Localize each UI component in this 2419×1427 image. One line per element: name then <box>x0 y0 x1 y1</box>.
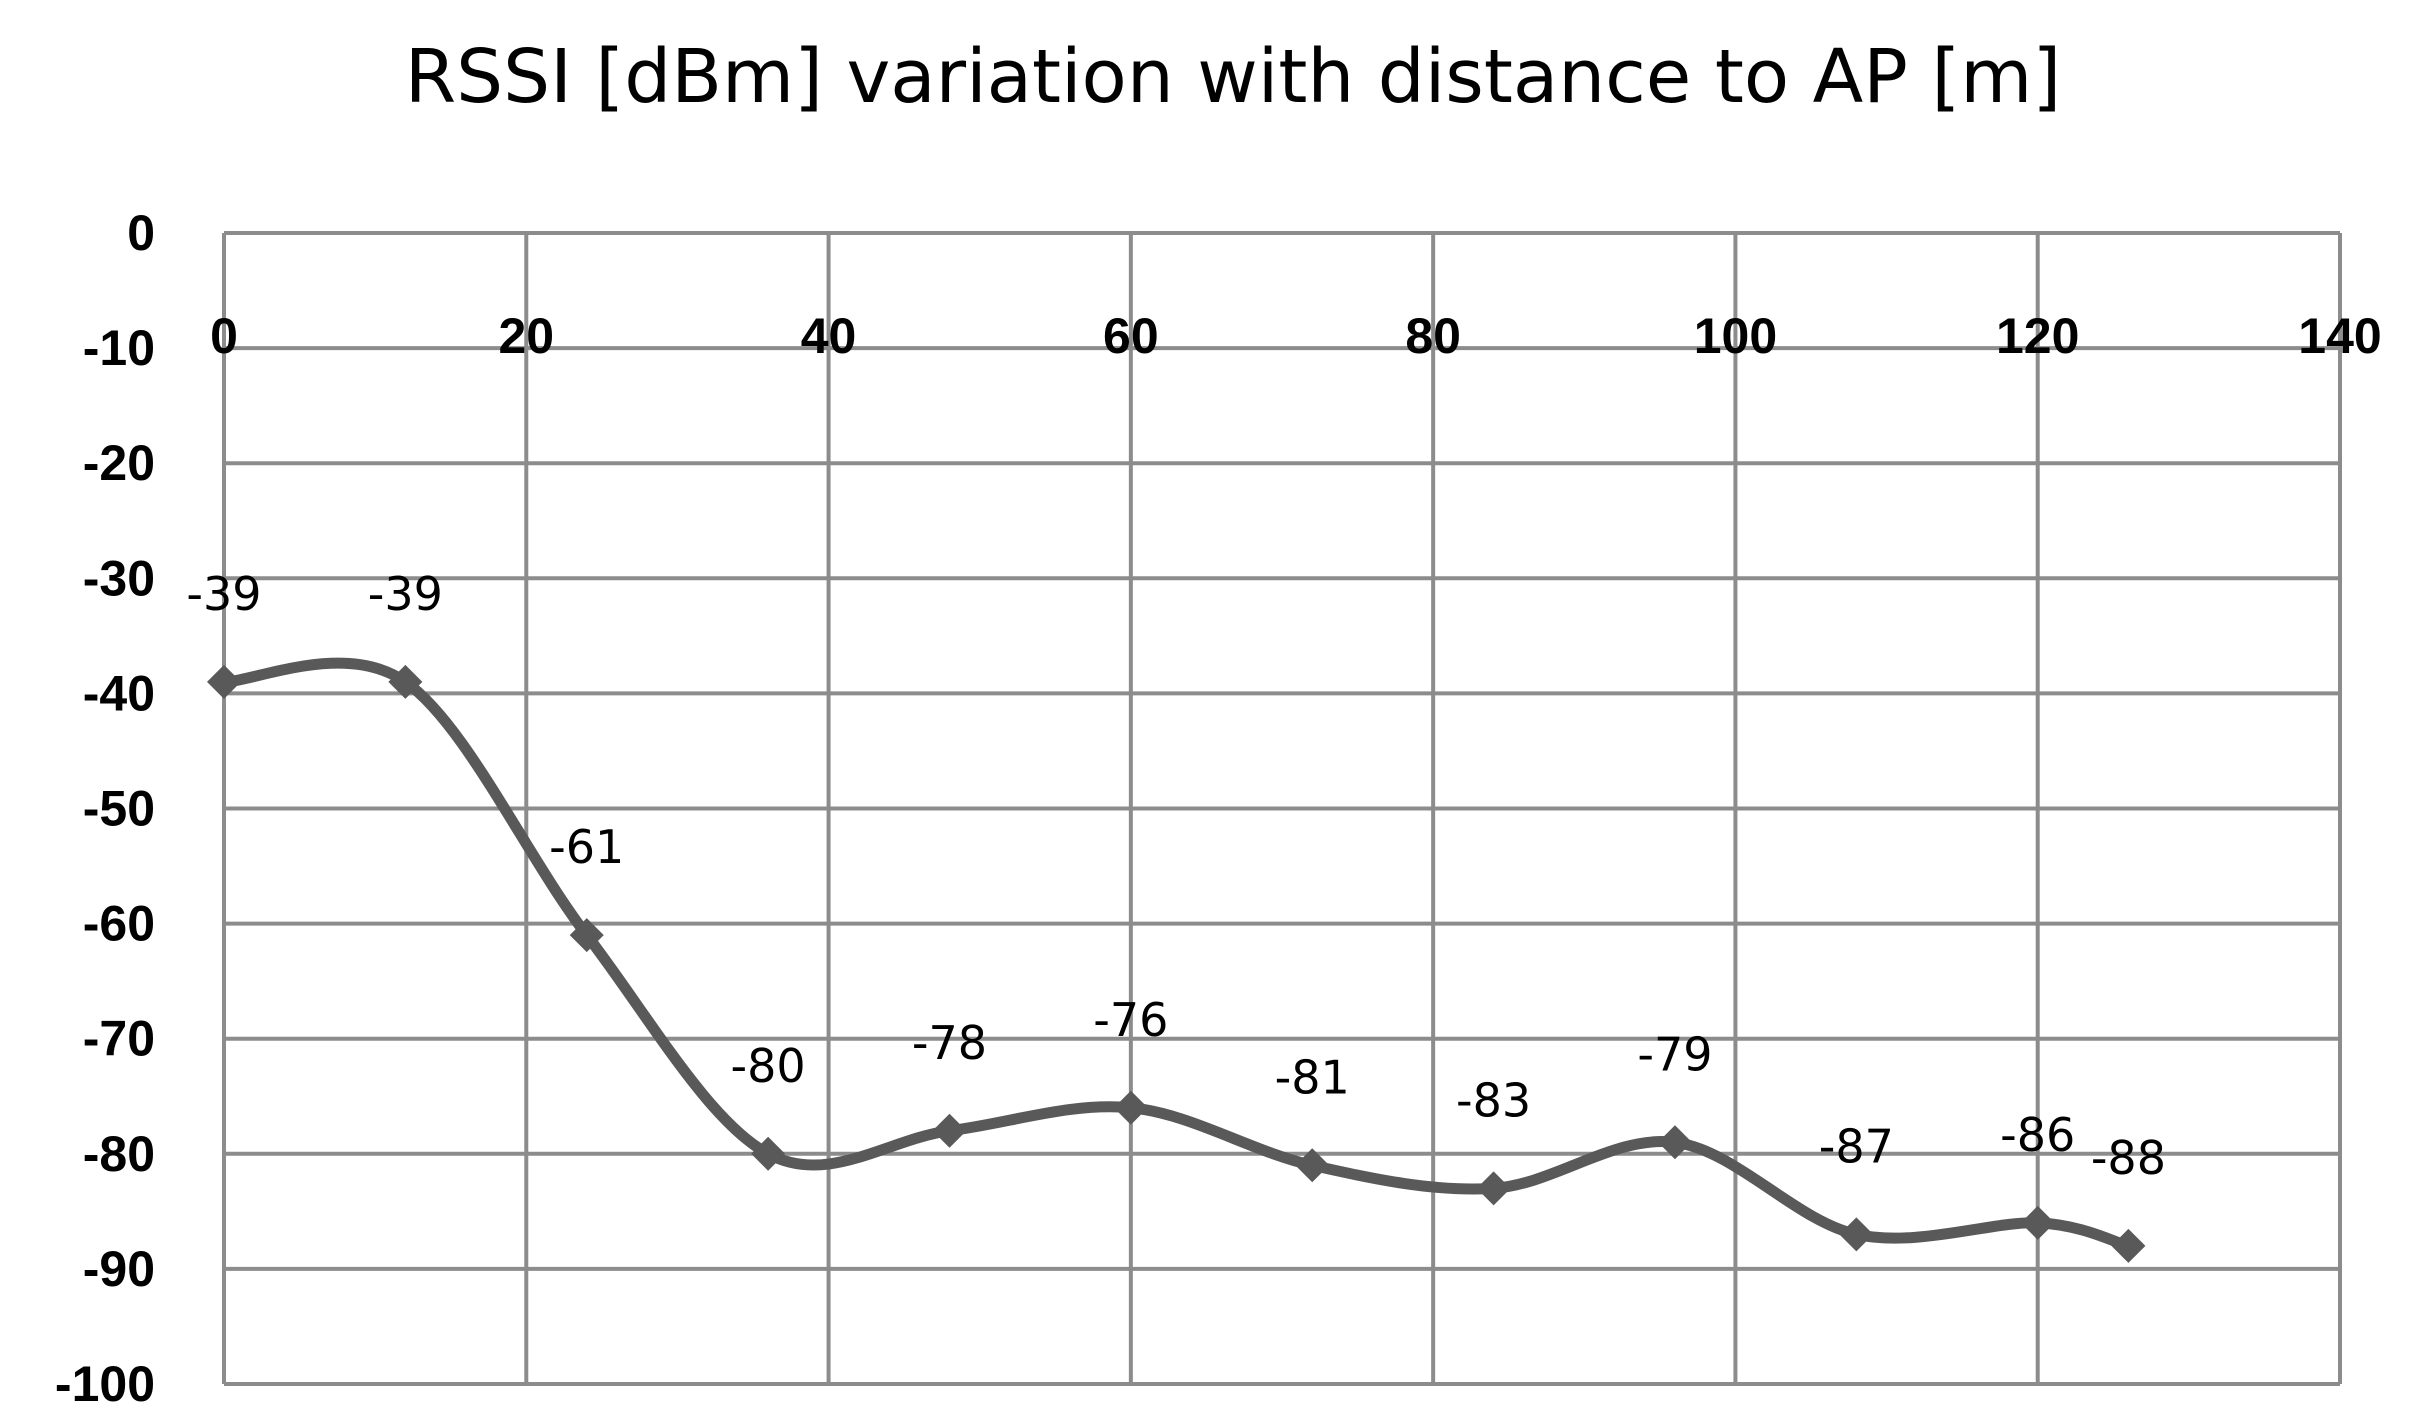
data-label: -78 <box>912 1016 987 1070</box>
data-label: -88 <box>2091 1131 2166 1185</box>
y-tick-label: -10 <box>83 320 155 376</box>
data-label: -79 <box>1637 1027 1712 1081</box>
x-tick-label: 60 <box>1103 308 1159 364</box>
x-tick-label: 0 <box>210 308 238 364</box>
y-tick-label: -50 <box>83 781 155 837</box>
y-tick-label: -30 <box>83 550 155 606</box>
y-tick-label: -40 <box>83 665 155 721</box>
data-point-marker <box>751 1136 786 1171</box>
data-point-marker <box>2111 1228 2146 1263</box>
data-point-marker <box>1476 1171 1511 1206</box>
data-label: -81 <box>1275 1050 1350 1104</box>
data-point-marker <box>388 664 423 699</box>
x-tick-label: 20 <box>498 308 554 364</box>
grid-layer <box>222 231 2342 1386</box>
y-tick-label: -20 <box>83 435 155 491</box>
chart-title: RSSI [dBm] variation with distance to AP… <box>405 34 2062 120</box>
data-label: -39 <box>368 567 443 621</box>
data-point-marker <box>1113 1090 1148 1125</box>
y-tick-label: -80 <box>83 1126 155 1182</box>
y-tick-label: 0 <box>127 205 155 261</box>
y-tick-label: -100 <box>55 1356 155 1412</box>
data-point-marker <box>932 1113 967 1148</box>
data-label-layer: -39 -39 -61 -80 -78 -76 -81 -83 -79 -87 -86 -88 <box>186 567 2166 1185</box>
y-tick-label: -90 <box>83 1241 155 1297</box>
data-point-marker <box>1839 1217 1874 1252</box>
marker-layer <box>207 664 2146 1263</box>
data-label: -76 <box>1093 993 1168 1047</box>
x-tick-label: 80 <box>1405 308 1461 364</box>
x-tick-label: 100 <box>1694 308 1777 364</box>
x-tick-label: 40 <box>801 308 857 364</box>
data-label: -87 <box>1819 1119 1894 1173</box>
x-tick-label: 120 <box>1996 308 2079 364</box>
data-point-marker <box>569 918 604 953</box>
data-point-marker <box>2020 1205 2055 1240</box>
data-label: -61 <box>549 820 624 874</box>
y-tick-label: -70 <box>83 1011 155 1067</box>
data-label: -83 <box>1456 1073 1531 1127</box>
data-point-marker <box>207 664 241 699</box>
tick-layer: 0 -10 -20 -30 -40 -50 -60 -70 -80 -90 -100 0 20 40 60 8… <box>55 205 2382 1412</box>
x-tick-label: 140 <box>2298 308 2381 364</box>
data-point-marker <box>1657 1125 1692 1160</box>
data-point-marker <box>1295 1148 1330 1183</box>
data-label: -39 <box>186 567 261 621</box>
data-label: -86 <box>2000 1108 2075 1162</box>
y-tick-label: -60 <box>83 896 155 952</box>
data-label: -80 <box>731 1039 806 1093</box>
